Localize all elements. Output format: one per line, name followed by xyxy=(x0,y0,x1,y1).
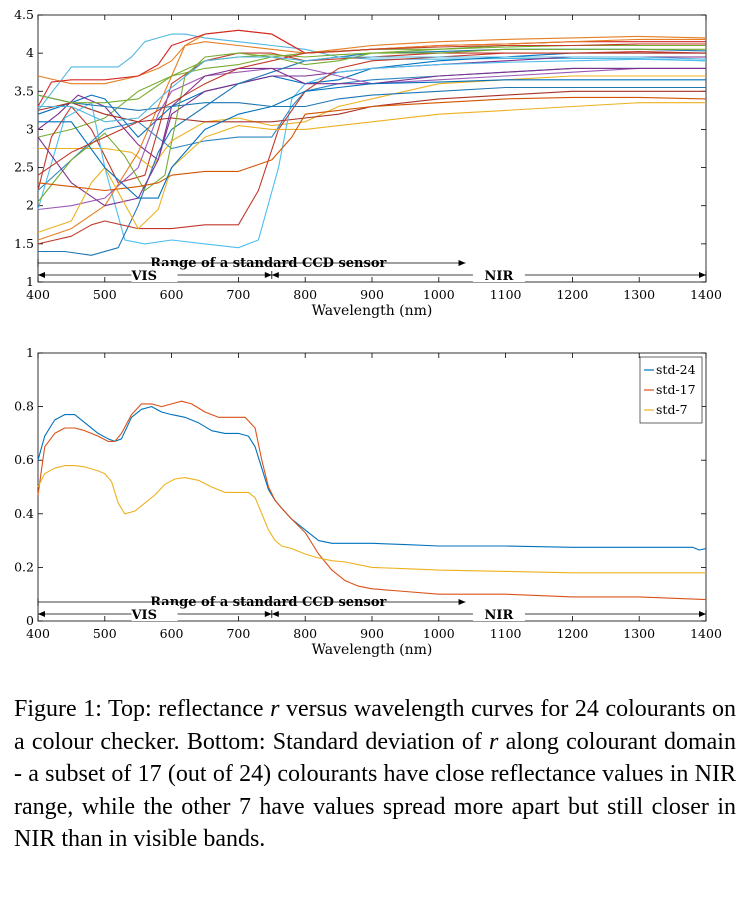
figure-caption: Figure 1: Top: reflectance r versus wave… xyxy=(14,693,736,856)
y-tick-label: 2 xyxy=(26,198,34,213)
x-tick-label: 900 xyxy=(360,626,384,641)
series-line-24 xyxy=(38,56,707,123)
x-tick-label: 800 xyxy=(293,626,317,641)
y-tick-label: 0.8 xyxy=(14,399,34,414)
y-tick-label: 0.6 xyxy=(14,452,34,467)
y-tick-label: 1 xyxy=(26,274,34,289)
vis-arrowhead-right xyxy=(264,272,272,278)
x-tick-label: 800 xyxy=(293,287,317,302)
vis-arrowhead-left xyxy=(38,272,45,278)
nir-range-label: NIR xyxy=(485,608,514,623)
y-tick-label: 4 xyxy=(26,45,34,60)
x-tick-label: 1400 xyxy=(690,626,722,641)
x-axis-label: Wavelength (nm) xyxy=(312,303,433,319)
x-tick-label: 1400 xyxy=(690,287,722,302)
series-line-18 xyxy=(37,102,706,233)
x-tick-label: 1300 xyxy=(623,287,655,302)
y-tick-label: 3.5 xyxy=(14,83,34,98)
x-axis-label: Wavelength (nm) xyxy=(312,642,433,658)
x-tick-label: 700 xyxy=(226,287,250,302)
series-line-15 xyxy=(37,38,706,241)
ccd-arrowhead xyxy=(458,599,466,605)
plot-frame xyxy=(37,352,707,622)
x-tick-label: 1200 xyxy=(556,287,588,302)
x-tick-label: 1100 xyxy=(490,287,522,302)
vis-arrowhead-left xyxy=(38,611,45,617)
series-line-19 xyxy=(37,96,707,192)
legend-label-std-17: std-17 xyxy=(656,382,696,397)
series-line-11 xyxy=(37,58,707,249)
series-line-std-7 xyxy=(37,465,706,574)
ccd-arrowhead xyxy=(458,260,466,266)
caption-variable-r-2: r xyxy=(489,728,499,755)
ccd-range-label: Range of a standard CCD sensor xyxy=(150,256,386,271)
x-tick-label: 1100 xyxy=(490,626,522,641)
series-line-8 xyxy=(38,75,706,169)
series-line-16 xyxy=(37,44,706,203)
x-tick-label: 1000 xyxy=(423,287,455,302)
series-line-9 xyxy=(37,67,706,191)
bottom-std-chart: 400 500 600 700 800 900 1000 1100 1200 1300 1400 0 0… xyxy=(14,345,722,658)
series-line-17 xyxy=(37,67,706,207)
series-line-std-17 xyxy=(37,400,707,601)
x-tick-label: 600 xyxy=(160,287,184,302)
nir-arrowhead-right xyxy=(699,611,706,617)
series-line-14 xyxy=(37,51,707,245)
vis-label-bg xyxy=(131,266,178,282)
x-tick-label: 500 xyxy=(93,287,117,302)
series-line-22 xyxy=(37,48,706,104)
y-tick-label: 0.4 xyxy=(14,506,34,521)
nir-arrowhead-right xyxy=(699,272,706,278)
nir-label-bg xyxy=(472,266,525,282)
vis-arrowhead-right xyxy=(264,611,272,617)
x-tick-label: 600 xyxy=(160,626,184,641)
caption-variable-r: r xyxy=(270,696,280,722)
x-tick-label: 400 xyxy=(26,626,50,641)
x-tick-label: 1300 xyxy=(623,626,655,641)
vis-label-bg xyxy=(131,605,178,621)
x-tick-label: 1200 xyxy=(556,626,588,641)
legend-label-std-7: std-7 xyxy=(656,402,688,417)
nir-arrowhead-left xyxy=(271,611,279,617)
series-line-std-24 xyxy=(37,406,707,551)
x-tick-label: 700 xyxy=(226,626,250,641)
caption-text-1: Figure 1: Top: reflectance xyxy=(14,696,271,722)
x-tick-label: 1000 xyxy=(423,626,455,641)
x-tick-label: 500 xyxy=(93,626,117,641)
series-line-6 xyxy=(37,56,706,161)
nir-arrowhead-left xyxy=(271,272,279,278)
caption-text-3: along colourant domain - a subset of 17 … xyxy=(14,728,736,853)
ccd-range-label: Range of a standard CCD sensor xyxy=(150,595,386,610)
legend: std-24 std-17 std-7 xyxy=(639,356,703,424)
nir-label-bg xyxy=(472,605,525,621)
y-tick-label: 0 xyxy=(26,613,34,628)
caption-text-2: versus wavelength curves for 24 colouran… xyxy=(14,696,737,755)
x-tick-label: 400 xyxy=(26,287,50,302)
y-tick-label: 4.5 xyxy=(14,7,34,22)
nir-range-label: NIR xyxy=(485,269,514,284)
y-tick-label: 2.5 xyxy=(14,160,34,175)
series-line-10 xyxy=(37,90,706,123)
series-line-12 xyxy=(37,67,706,211)
series-line-23 xyxy=(37,43,706,176)
y-tick-label: 1.5 xyxy=(14,236,34,251)
top-reflectance-chart: 400 500 600 700 800 900 1000 1100 1200 1300 1400 1 1… xyxy=(14,7,722,319)
series-line-1 xyxy=(37,33,707,111)
vis-range-label: VIS xyxy=(130,608,157,623)
y-tick-label: 1 xyxy=(26,345,34,360)
vis-range-label: VIS xyxy=(130,269,157,284)
y-tick-label: 0.2 xyxy=(14,559,34,574)
legend-label-std-24: std-24 xyxy=(656,362,696,377)
plot-frame xyxy=(37,14,707,283)
y-tick-label: 3 xyxy=(26,121,34,136)
x-tick-label: 900 xyxy=(360,287,384,302)
series-line-21 xyxy=(37,86,706,111)
